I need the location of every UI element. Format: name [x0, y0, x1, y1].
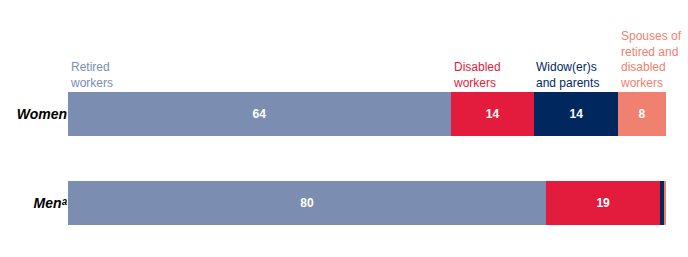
svg-text:64: 64	[253, 107, 267, 121]
svg-text:14: 14	[569, 107, 583, 121]
svg-text:80: 80	[300, 196, 314, 210]
svg-text:19: 19	[596, 196, 610, 210]
svg-text:8: 8	[639, 107, 646, 121]
svg-text:Retiredworkers: Retiredworkers	[70, 60, 113, 90]
svg-text:Women: Women	[17, 106, 67, 122]
svg-text:Spouses ofretired anddisabledw: Spouses ofretired anddisabledworkers	[620, 29, 682, 90]
svg-text:14: 14	[486, 107, 500, 121]
svg-text:Widow(er)sand parents: Widow(er)sand parents	[536, 60, 599, 90]
svg-text:Menᵃ: Menᵃ	[34, 195, 68, 211]
svg-text:Disabledworkers: Disabledworkers	[453, 60, 501, 90]
